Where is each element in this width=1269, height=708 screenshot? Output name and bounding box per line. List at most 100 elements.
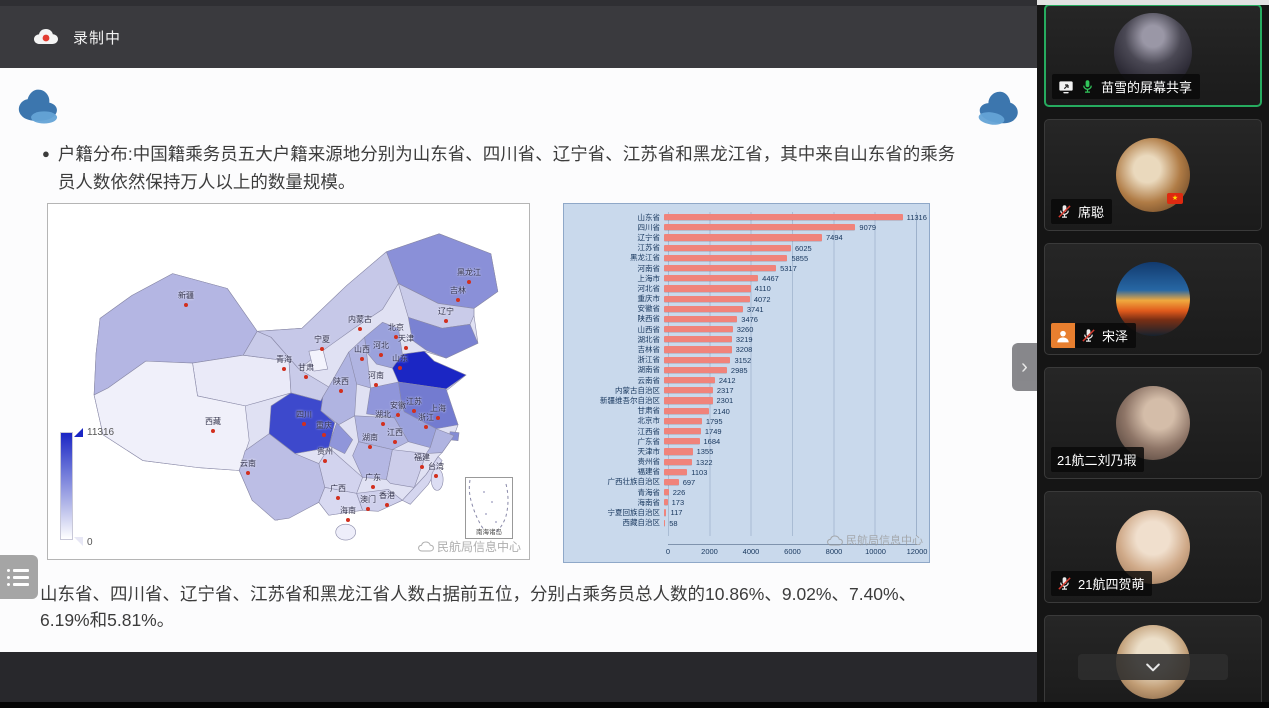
flag-badge: ★	[1167, 193, 1183, 204]
bar	[664, 458, 692, 465]
bar-track: 2412	[664, 376, 917, 385]
bar-row: 青海省 226	[564, 487, 917, 497]
bar	[664, 326, 733, 333]
legend-gradient-bar	[60, 432, 73, 540]
participant-tile-宋泽[interactable]: 宋泽	[1044, 243, 1262, 355]
map-watermark: 民航局信息中心	[418, 538, 521, 555]
bar	[664, 377, 715, 384]
sidebar-collapse-button[interactable]: ›	[1012, 343, 1037, 391]
bar-track: 1684	[664, 437, 917, 446]
bar-category-label: 福建省	[637, 467, 661, 477]
chevron-down-icon	[1143, 657, 1163, 677]
bar-category-label: 四川省	[637, 222, 661, 232]
bar-row: 天津市 1355	[564, 446, 917, 456]
bar	[664, 224, 856, 231]
bar	[664, 489, 669, 496]
presenter-badge-icon	[1051, 323, 1075, 348]
bar-value-label: 1355	[696, 447, 714, 457]
bar	[664, 295, 750, 302]
bar-row: 湖北省 3219	[564, 334, 917, 344]
bar-category-label: 吉林省	[637, 345, 661, 355]
bar-row: 内蒙古自治区 2317	[564, 385, 917, 395]
map-legend: 11316 0	[60, 427, 130, 548]
bar-value-label: 9079	[859, 223, 877, 233]
slide-footer-text: 山东省、四川省、辽宁省、江苏省和黑龙江省人数占据前五位，分别占乘务员总人数的10…	[40, 584, 917, 631]
bar-category-label: 青海省	[637, 487, 661, 497]
x-axis-tick: 4000	[742, 547, 760, 556]
bar-value-label: 5317	[780, 263, 797, 273]
bar-category-label: 海南省	[637, 497, 661, 507]
bar	[664, 305, 743, 312]
bar-value-label: 3476	[741, 314, 758, 324]
bar-category-label: 河南省	[637, 263, 661, 273]
bar-track: 1355	[664, 447, 917, 457]
bar-row: 江西省 1749	[564, 426, 917, 436]
bar-row: 广东省 1684	[564, 436, 917, 446]
cloud-logo-left	[18, 89, 58, 124]
bar-category-label: 黑龙江省	[630, 253, 660, 263]
chevron-right-icon: ›	[1021, 355, 1028, 378]
bar-value-label: 2985	[730, 365, 748, 375]
mic-muted-icon	[1081, 328, 1096, 343]
bar-track: 1322	[664, 457, 917, 467]
bar	[664, 244, 792, 251]
participant-name: 苗雪的屏幕共享	[1101, 80, 1193, 95]
bar	[664, 427, 701, 435]
participant-tile-苗雪的屏幕共享[interactable]: 苗雪的屏幕共享	[1044, 4, 1262, 107]
bar-row: 西藏自治区 58	[564, 518, 917, 528]
bar-track: 697	[664, 478, 917, 487]
bar-row: 浙江省 3152	[564, 355, 917, 365]
bar	[664, 356, 731, 363]
participant-tile-21航二刘乃瑕[interactable]: 21航二刘乃瑕	[1044, 367, 1262, 479]
bar-row: 云南省 2412	[564, 375, 917, 385]
bar	[664, 285, 751, 292]
bar-row: 广西壮族自治区 697	[564, 477, 917, 487]
bar-row: 湖南省 2985	[564, 365, 917, 375]
participant-tile[interactable]	[1044, 615, 1262, 708]
bar-track: 2985	[664, 365, 917, 375]
bar-track: 3741	[664, 305, 917, 314]
bar-track: 4110	[664, 284, 917, 293]
participant-name-label: 席聪	[1051, 199, 1113, 224]
bar-value-label: 3208	[735, 345, 753, 355]
bar-row: 上海市 4467	[564, 273, 917, 283]
participant-tile-21航四贺萌[interactable]: 21航四贺萌	[1044, 491, 1262, 603]
bar	[664, 254, 788, 261]
bar-category-label: 天津市	[637, 446, 661, 456]
legend-min: 0	[87, 537, 93, 548]
thumbnail-panel-toggle[interactable]	[0, 555, 38, 599]
bar-value-label: 2301	[716, 396, 734, 406]
bar-row: 山西省 3260	[564, 324, 917, 334]
bar-category-label: 浙江省	[637, 355, 661, 365]
bar-track: 3219	[664, 335, 917, 344]
bar	[664, 478, 679, 486]
bar-value-label: 1322	[695, 457, 713, 467]
list-icon	[7, 568, 38, 572]
participant-name-label: 21航二刘乃瑕	[1051, 447, 1145, 472]
bar-track: 2301	[664, 396, 917, 406]
bar-category-label: 重庆市	[637, 294, 661, 304]
bar	[664, 214, 903, 221]
window-bottom-strip	[0, 702, 1269, 708]
bar-value-label: 117	[670, 508, 683, 518]
bar-track: 1749	[664, 427, 917, 436]
bar-row: 陕西省 3476	[564, 314, 917, 324]
bar-value-label: 4467	[762, 274, 779, 284]
bar-row: 河北省 4110	[564, 283, 917, 293]
bar-category-label: 陕西省	[637, 314, 661, 324]
bar-row: 江苏省 6025	[564, 243, 917, 253]
x-axis-tick: 12000	[906, 547, 928, 556]
bar-value-label: 3152	[734, 355, 752, 365]
x-axis-tick: 0	[665, 547, 671, 556]
screen-share-area: 录制中 ● 户籍分布:中国籍乘务员五大户籍来源地分别为山东省、四川省、辽宁省、江…	[0, 0, 1037, 708]
participant-tile-席聪[interactable]: ★ 席聪	[1044, 119, 1262, 231]
participant-name: 21航四贺萌	[1078, 577, 1145, 592]
scroll-more-participants-button[interactable]	[1078, 654, 1228, 680]
bar-value-label: 173	[671, 498, 685, 508]
cloud-logo-right	[978, 91, 1018, 125]
bar-track: 3152	[664, 355, 917, 365]
bar-category-label: 湖南省	[637, 365, 661, 375]
chart-watermark: 民航局信息中心	[827, 532, 923, 548]
legend-max: 11316	[87, 427, 115, 438]
participants-sidebar: 苗雪的屏幕共享 ★ 席聪宋泽 21航二刘乃瑕 21航四贺萌	[1037, 0, 1269, 708]
